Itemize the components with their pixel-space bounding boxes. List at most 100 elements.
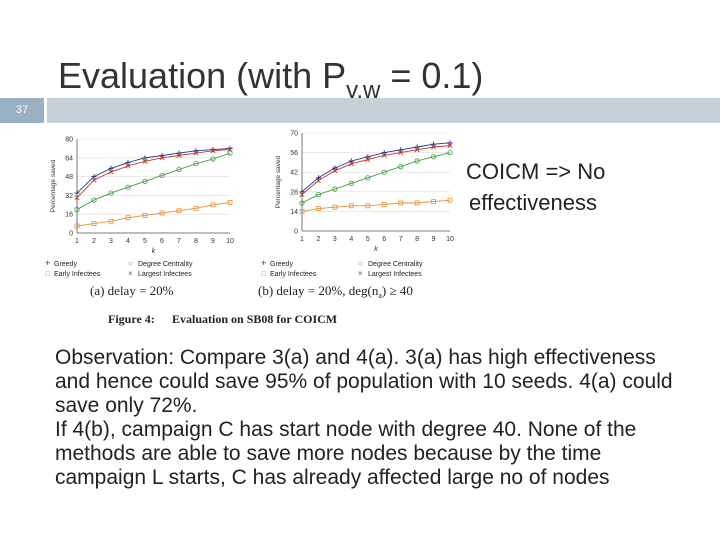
observation-paragraph-2: If 4(b), campaign C has start node with … (55, 418, 637, 489)
legend-a: + Greedy □ Early Infectees ○ Degree Cent… (45, 258, 193, 278)
chart-b-xtick-label-8: 9 (432, 236, 436, 243)
chart-b-point-degree-centrality-8 (414, 158, 420, 164)
chart-a-point-degree-centrality-5 (142, 178, 148, 184)
legend-b-degree-marker: ○ (358, 259, 363, 268)
chart-b-point-early-infectees-4 (348, 203, 354, 209)
chart-b-point-greedy-5 (365, 154, 371, 160)
chart-a: 0 16 32 48 64 80 1 2 3 4 5 6 7 8 9 10 k Percentage saved (50, 137, 234, 256)
chart-b-point-largest-infectees-5 (365, 157, 371, 163)
chart-a-point-degree-centrality-2 (91, 197, 97, 203)
chart-a-xtick-label-0: 1 (75, 238, 79, 245)
chart-b-point-degree-centrality-9 (430, 154, 437, 160)
chart-b-series-line-degree-centrality (301, 152, 451, 204)
chart-a-point-early-infectees-10 (227, 200, 233, 205)
legend-b-largest-marker: × (358, 269, 363, 278)
chart-a-point-degree-centrality-7 (176, 166, 182, 173)
chart-a-xtick-label-4: 5 (143, 238, 147, 245)
chart-a-point-greedy-2 (91, 174, 97, 180)
chart-a-xtick-label-7: 8 (194, 238, 198, 245)
chart-a-series-line-greedy (76, 147, 231, 194)
chart-b-point-greedy-2 (315, 175, 322, 181)
figure-caption-text: Evaluation on SB08 for COICM (172, 312, 337, 326)
chart-a-ytick-label-3: 48 (65, 174, 73, 181)
title-end: = 0.1) (380, 55, 484, 96)
chart-b-series-line-largest-infectees (301, 145, 451, 195)
chart-a-ytick-label-2: 32 (65, 193, 73, 200)
chart-a-point-largest-infectees-1 (74, 195, 80, 201)
panel-a-caption: (a) delay = 20% (90, 283, 174, 298)
chart-b-point-largest-infectees-8 (414, 147, 420, 153)
title-main: Evaluation (with P (58, 55, 347, 96)
chart-a-point-degree-centrality-6 (159, 172, 165, 179)
chart-b-point-largest-infectees-2 (315, 178, 321, 184)
chart-a-xtick-label-1: 2 (92, 238, 96, 245)
chart-a-point-degree-centrality-3 (108, 190, 114, 196)
chart-b-point-greedy-7 (398, 147, 404, 153)
chart-b-xtick-label-0: 1 (300, 236, 304, 243)
chart-a-series-line-early-infectees (76, 202, 231, 227)
chart-a-point-greedy-3 (108, 165, 114, 171)
figure-caption-label: Figure 4: (108, 312, 155, 326)
chart-a-point-degree-centrality-1 (74, 206, 80, 213)
chart-a-xlabel: k (152, 248, 156, 255)
chart-a-series-line-largest-infectees (76, 149, 231, 199)
chart-a-series-line-degree-centrality (76, 152, 231, 210)
chart-a-point-largest-infectees-5 (142, 158, 148, 164)
chart-b-xtick-label-6: 7 (399, 236, 403, 243)
chart-a-ytick-label-4: 64 (65, 155, 73, 162)
chart-a-point-early-infectees-8 (193, 205, 199, 211)
title-bar (47, 98, 720, 123)
chart-a-xtick-label-3: 4 (126, 238, 130, 245)
chart-a-point-early-infectees-1 (74, 223, 80, 229)
legend-b-degree: Degree Centrality (368, 261, 423, 268)
side-note-line-2: effectiveness (469, 190, 598, 215)
chart-a-point-largest-infectees-4 (125, 163, 131, 169)
chart-b-point-early-infectees-7 (398, 200, 404, 206)
chart-b-xtick-label-1: 2 (316, 236, 320, 243)
legend-b-greedy: Greedy (270, 261, 293, 268)
chart-a-xtick-label-2: 3 (109, 238, 113, 245)
chart-b-point-degree-centrality-7 (398, 163, 404, 170)
chart-b-point-degree-centrality-2 (315, 192, 322, 198)
chart-a-point-degree-centrality-8 (193, 161, 199, 167)
chart-b-ytick-label-0: 0 (294, 229, 298, 236)
chart-b-xtick-label-7: 8 (415, 236, 419, 243)
chart-b-point-largest-infectees-9 (431, 144, 437, 150)
legend-a-largest: Largest Infectees (138, 271, 192, 278)
chart-b-point-largest-infectees-7 (398, 150, 404, 156)
chart-a-point-largest-infectees-9 (210, 148, 216, 154)
chart-b-point-early-infectees-10 (447, 197, 453, 203)
chart-b-point-largest-infectees-10 (447, 143, 453, 149)
chart-b-xtick-label-2: 3 (333, 236, 337, 243)
chart-b-point-degree-centrality-10 (447, 149, 453, 156)
chart-a-point-largest-infectees-6 (159, 155, 165, 161)
chart-a-xtick-label-9: 10 (226, 238, 234, 245)
chart-b-point-degree-centrality-1 (299, 200, 305, 206)
legend-a-largest-marker: × (128, 269, 133, 278)
chart-b-point-greedy-8 (414, 144, 420, 150)
side-note-line-1: COICM => No (466, 159, 606, 184)
chart-b-ytick-label-1: 14 (290, 209, 298, 216)
chart-a-point-degree-centrality-10 (227, 150, 233, 156)
chart-b-point-degree-centrality-5 (365, 175, 371, 181)
chart-b-point-degree-centrality-6 (381, 169, 387, 175)
chart-b-point-greedy-6 (381, 150, 387, 156)
chart-b-ytick-label-5: 70 (290, 131, 298, 138)
chart-a-xtick-label-8: 9 (211, 238, 215, 245)
chart-b-series-line-greedy (301, 142, 451, 193)
legend-b-largest: Largest Infectees (368, 271, 422, 278)
figure: 0 16 32 48 64 80 1 2 3 4 5 6 7 8 9 10 k Percentage saved … (40, 125, 470, 335)
chart-a-point-early-infectees-3 (108, 218, 114, 224)
chart-b-point-largest-infectees-4 (348, 161, 354, 167)
chart-a-xtick-label-6: 7 (177, 238, 181, 245)
legend-b-early-marker: □ (261, 269, 266, 278)
slide-number: 37 (0, 98, 44, 123)
chart-a-ytick-label-0: 0 (69, 231, 73, 238)
chart-a-ytick-label-5: 80 (65, 137, 73, 144)
legend-a-degree: Degree Centrality (138, 261, 193, 268)
chart-b-point-early-infectees-5 (365, 203, 371, 209)
chart-b-point-largest-infectees-3 (332, 168, 338, 174)
side-note: COICM => No effectiveness (466, 156, 605, 218)
chart-a-point-largest-infectees-2 (91, 177, 97, 183)
